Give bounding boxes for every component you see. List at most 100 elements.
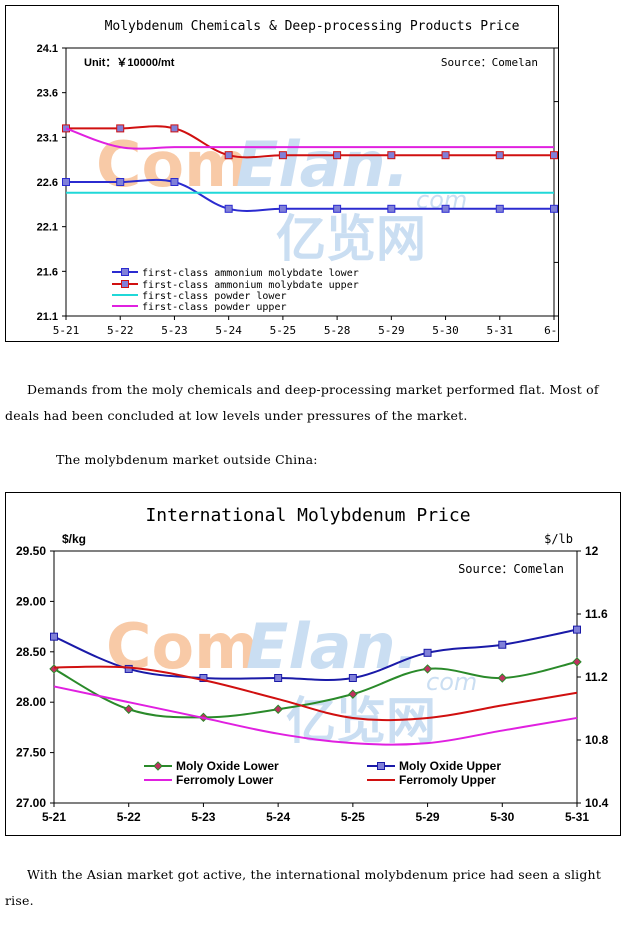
data-point-2 bbox=[199, 674, 208, 683]
source-label: Source：Comelan bbox=[441, 56, 538, 69]
y-left-tick-label-4: 27.50 bbox=[16, 746, 46, 760]
data-point-5 bbox=[423, 648, 432, 657]
data-point-8 bbox=[495, 204, 504, 213]
paragraph-chemicals-market: Demands from the moly chemicals and deep… bbox=[5, 377, 624, 429]
data-point-6 bbox=[498, 640, 507, 649]
y-left-tick-label-4: 22.1 bbox=[37, 222, 58, 234]
data-point-3 bbox=[274, 674, 283, 683]
data-point-4 bbox=[348, 689, 358, 699]
y-right-tick-label-3: 10.8 bbox=[585, 733, 609, 747]
legend-label-1: first-class ammonium molybdate upper bbox=[142, 280, 359, 291]
x-tick-label-5: 5-28 bbox=[324, 324, 351, 337]
series-0 bbox=[49, 657, 582, 723]
data-point-0 bbox=[62, 178, 70, 186]
x-tick-label-4: 5-25 bbox=[270, 324, 297, 337]
series-line-0 bbox=[65, 178, 554, 212]
y-left-tick-label-2: 28.50 bbox=[16, 645, 46, 659]
data-point-7 bbox=[441, 204, 450, 213]
data-point-0 bbox=[62, 124, 70, 133]
watermark-cjk: 亿览网 bbox=[276, 210, 426, 268]
legend-label-1: Moly Oxide Upper bbox=[399, 759, 501, 773]
x-tick-label-4: 5-25 bbox=[341, 810, 365, 824]
legend-label-3: Ferromoly Upper bbox=[399, 773, 496, 787]
series-2 bbox=[53, 685, 578, 746]
legend-label-3: first-class powder upper bbox=[142, 302, 287, 313]
data-point-9 bbox=[550, 204, 558, 213]
legend-label-0: Moly Oxide Lower bbox=[176, 759, 279, 773]
x-tick-label-7: 5-31 bbox=[565, 810, 589, 824]
x-tick-label-6: 5-30 bbox=[490, 810, 514, 824]
data-point-8 bbox=[495, 151, 504, 160]
legend-label-0: first-class ammonium molybdate lower bbox=[142, 268, 359, 279]
series-3 bbox=[65, 127, 554, 150]
x-tick-label-2: 5-23 bbox=[161, 324, 188, 337]
chart-title: International Molybdenum Price bbox=[145, 505, 470, 526]
data-point-5 bbox=[333, 204, 342, 213]
unit-label: Unit：￥10000/mt bbox=[84, 57, 175, 69]
y-left-tick-label-0: 24.1 bbox=[37, 43, 58, 55]
x-tick-label-1: 5-22 bbox=[107, 324, 134, 337]
legend: first-class ammonium molybdate lowerfirs… bbox=[112, 268, 359, 313]
data-point-9 bbox=[550, 151, 558, 160]
data-point-1 bbox=[116, 178, 125, 186]
x-tick-label-7: 5-30 bbox=[432, 324, 459, 337]
data-point-legend-0 bbox=[153, 761, 163, 771]
legend-label-2: first-class powder lower bbox=[142, 291, 287, 302]
data-point-4 bbox=[278, 204, 287, 213]
watermark-domain: com bbox=[426, 668, 477, 696]
data-point-1 bbox=[124, 704, 134, 714]
y-left-tick-label-5: 27.00 bbox=[16, 796, 46, 810]
data-point-1 bbox=[124, 664, 133, 673]
series-1 bbox=[62, 124, 558, 160]
data-point-5 bbox=[422, 664, 433, 674]
data-point-5 bbox=[333, 151, 342, 160]
y-left-axis-label: $/kg bbox=[62, 532, 86, 546]
data-point-0 bbox=[50, 632, 58, 641]
legend-label-2: Ferromoly Lower bbox=[176, 773, 274, 787]
x-tick-label-3: 5-24 bbox=[215, 324, 242, 337]
chart-title: Molybdenum Chemicals & Deep-processing P… bbox=[105, 19, 520, 34]
x-tick-label-5: 5-29 bbox=[416, 810, 440, 824]
data-point-6 bbox=[497, 673, 507, 683]
x-tick-label-9: 6-1 bbox=[544, 324, 558, 337]
data-point-legend-1 bbox=[121, 280, 129, 288]
data-point-3 bbox=[224, 204, 233, 213]
data-point-7 bbox=[573, 625, 581, 634]
y-right-axis-label: $/lb bbox=[544, 532, 573, 546]
series-line-1 bbox=[66, 125, 554, 159]
data-point-3 bbox=[224, 151, 233, 160]
data-point-2 bbox=[170, 178, 179, 186]
x-tick-label-1: 5-22 bbox=[117, 810, 141, 824]
watermark-cjk: 亿览网 bbox=[286, 692, 436, 750]
y-right-tick-label-1: 11.6 bbox=[585, 607, 608, 621]
legend: Moly Oxide Lower Moly Oxide UpperFerromol… bbox=[144, 759, 501, 787]
series-line-3 bbox=[53, 665, 578, 722]
y-right-tick-label-0: 12 bbox=[585, 544, 599, 558]
paragraph-international-market: With the Asian market got active, the in… bbox=[5, 862, 624, 914]
data-point-4 bbox=[278, 151, 287, 160]
data-point-2 bbox=[170, 124, 179, 133]
data-point-3 bbox=[273, 704, 283, 714]
chart-international-price: Com Elan. com 亿览网 International Molybdenum P… bbox=[5, 492, 621, 836]
data-point-7 bbox=[572, 657, 582, 667]
series-1 bbox=[50, 625, 581, 683]
chart-chemicals-price: Com Elan. com 亿览网 Molybdenum Chemicals & Dee… bbox=[5, 5, 559, 342]
series-3 bbox=[53, 665, 578, 722]
y-left-tick-label-1: 23.6 bbox=[37, 88, 58, 100]
data-point-4 bbox=[348, 674, 357, 683]
data-point-6 bbox=[387, 204, 396, 213]
watermark-text: Com bbox=[96, 128, 249, 201]
data-point-legend-0 bbox=[121, 268, 129, 276]
y-left-tick-label-6: 21.1 bbox=[37, 311, 58, 323]
data-point-1 bbox=[116, 124, 125, 133]
y-left-tick-label-2: 23.1 bbox=[37, 132, 58, 144]
y-left-tick-label-1: 29.00 bbox=[16, 594, 46, 608]
series-line-2 bbox=[53, 685, 578, 746]
watermark-text-blue: Elan. bbox=[236, 128, 409, 201]
x-tick-label-3: 5-24 bbox=[266, 810, 290, 824]
data-point-legend-1 bbox=[377, 762, 385, 770]
